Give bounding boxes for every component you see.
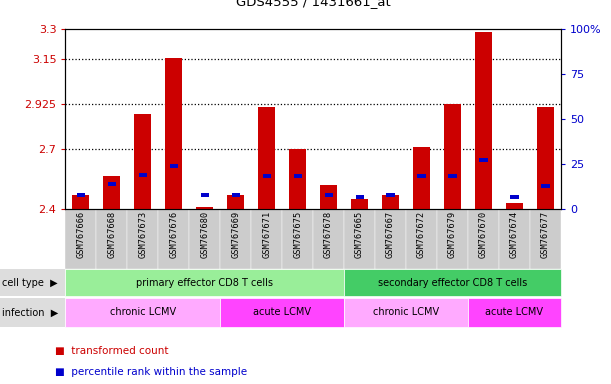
Bar	[351, 199, 368, 209]
Bar	[258, 107, 275, 209]
Bar	[320, 185, 337, 209]
Text: acute LCMV: acute LCMV	[486, 307, 543, 318]
Bar	[510, 195, 519, 199]
Bar	[506, 203, 523, 209]
Bar	[165, 58, 182, 209]
Text: acute LCMV: acute LCMV	[253, 307, 311, 318]
Bar	[324, 193, 333, 197]
Text: secondary effector CD8 T cells: secondary effector CD8 T cells	[378, 278, 527, 288]
Bar	[382, 195, 399, 209]
Bar	[387, 193, 395, 197]
Bar	[72, 195, 89, 209]
Text: primary effector CD8 T cells: primary effector CD8 T cells	[136, 278, 273, 288]
Bar	[108, 182, 116, 185]
Text: ■  percentile rank within the sample: ■ percentile rank within the sample	[55, 367, 247, 377]
Text: infection  ▶: infection ▶	[2, 307, 58, 318]
Text: cell type  ▶: cell type ▶	[2, 278, 57, 288]
Bar	[413, 147, 430, 209]
Bar	[356, 195, 364, 199]
Bar	[196, 207, 213, 209]
Bar	[541, 184, 549, 188]
Bar	[227, 195, 244, 209]
Bar	[200, 193, 209, 197]
Bar	[480, 157, 488, 162]
Bar	[103, 176, 120, 209]
Text: GDS4555 / 1431661_at: GDS4555 / 1431661_at	[236, 0, 390, 8]
Bar	[537, 107, 554, 209]
Bar	[417, 174, 426, 178]
Bar	[139, 173, 147, 177]
Bar	[448, 174, 456, 178]
Bar	[444, 104, 461, 209]
Bar	[475, 32, 492, 209]
Bar	[293, 174, 302, 178]
Text: ■  transformed count: ■ transformed count	[55, 346, 169, 356]
Bar	[289, 149, 306, 209]
Bar	[263, 174, 271, 178]
Bar	[77, 193, 85, 197]
Bar	[170, 164, 178, 167]
Text: chronic LCMV: chronic LCMV	[373, 307, 439, 318]
Bar	[134, 114, 152, 209]
Bar	[232, 193, 240, 197]
Text: chronic LCMV: chronic LCMV	[110, 307, 176, 318]
